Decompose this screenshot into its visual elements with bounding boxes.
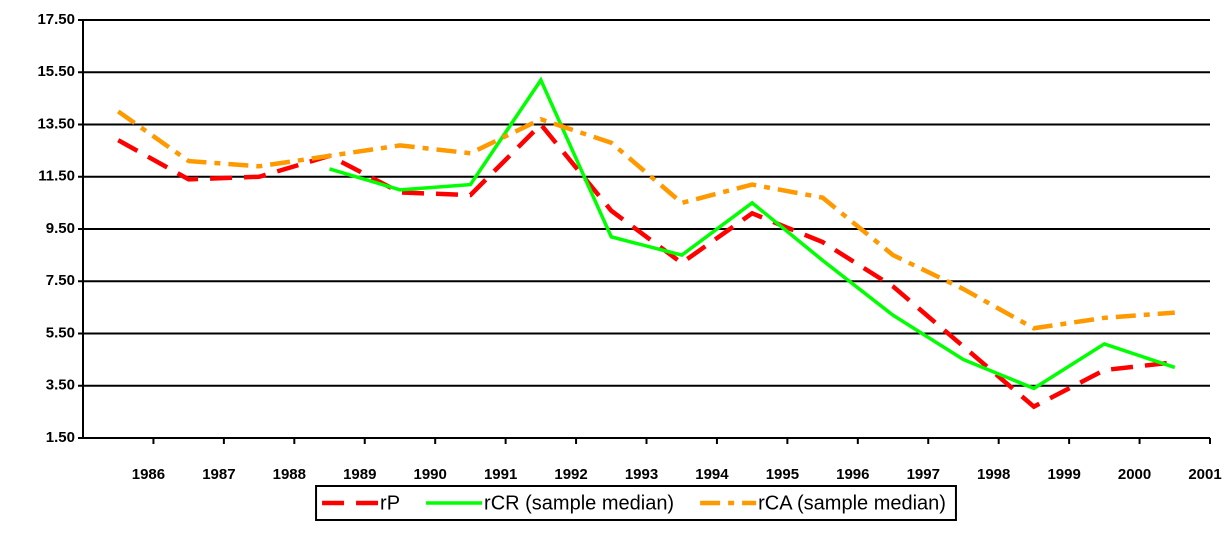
- y-tick-label: 11.50: [38, 168, 75, 185]
- x-tick-label: 1987: [202, 466, 235, 483]
- legend: rP rCR (sample median) rCA (sample median): [315, 485, 957, 521]
- series-line: [329, 76, 1176, 391]
- legend-box: [315, 485, 957, 521]
- x-tick-label: 1989: [343, 466, 376, 483]
- x-tick-label: 1988: [273, 466, 306, 483]
- x-tick-label: 1998: [977, 466, 1010, 483]
- x-tick-label: 1991: [484, 466, 517, 483]
- series-line: [117, 121, 1176, 410]
- x-tick-label: 1986: [132, 466, 165, 483]
- legend-label: rCR (sample median): [484, 492, 674, 514]
- y-tick-label: 13.50: [37, 115, 75, 132]
- legend-label: rP: [380, 492, 400, 514]
- y-tick-label: 3.50: [46, 377, 75, 394]
- x-tick-label: 2001: [1188, 466, 1221, 483]
- y-tick-label: 1.50: [46, 429, 75, 446]
- x-tick-label: 1990: [414, 466, 447, 483]
- x-tick-label: 1996: [836, 466, 869, 483]
- y-tick-label: 9.50: [46, 220, 75, 237]
- y-tick-label: 15.50: [37, 63, 75, 80]
- x-tick-label: 1993: [625, 466, 658, 483]
- x-tick-label: 1994: [695, 466, 729, 483]
- y-tick-label: 5.50: [46, 324, 75, 341]
- legend-label: rCA (sample median): [758, 492, 946, 514]
- y-tick-label: 7.50: [46, 272, 75, 289]
- x-tick-label: 1995: [766, 466, 799, 483]
- x-tick-label: 1997: [907, 466, 940, 483]
- x-tick-label: 1992: [554, 466, 587, 483]
- y-tick-label: 17.50: [37, 11, 75, 28]
- x-tick-label: 1999: [1047, 466, 1080, 483]
- series-line: [116, 109, 1175, 331]
- x-tick-label: 2000: [1118, 466, 1151, 483]
